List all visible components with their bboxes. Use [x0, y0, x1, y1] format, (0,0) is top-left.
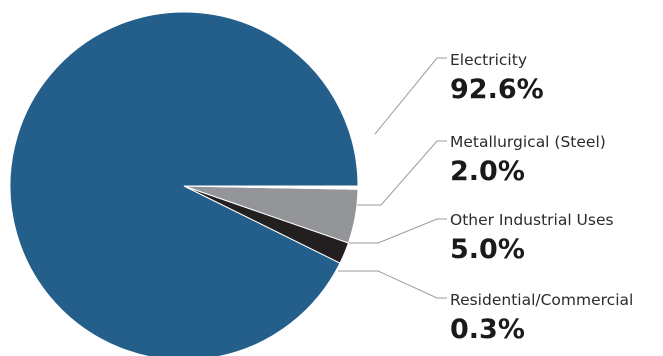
leader-line-electricity [374, 57, 447, 135]
label-electricity: Electricity [450, 51, 527, 69]
leader-line-other-industrial [349, 218, 447, 244]
pie-slices [9, 11, 359, 356]
value-electricity: 92.6% [450, 74, 544, 105]
label-residential: Residential/Commercial [450, 291, 633, 309]
leader-line-residential [338, 270, 447, 299]
label-other-industrial: Other Industrial Uses [450, 211, 614, 229]
slice-electricity [9, 11, 359, 356]
label-metallurgical: Metallurgical (Steel) [450, 133, 606, 151]
value-metallurgical: 2.0% [450, 156, 525, 187]
value-residential: 0.3% [450, 314, 525, 345]
leader-line-metallurgical [357, 140, 447, 206]
value-other-industrial: 5.0% [450, 234, 525, 265]
leader-lines [338, 57, 447, 299]
slice-residential [183, 185, 359, 190]
slice-labels: Electricity 92.6% Metallurgical (Steel) … [450, 51, 633, 345]
